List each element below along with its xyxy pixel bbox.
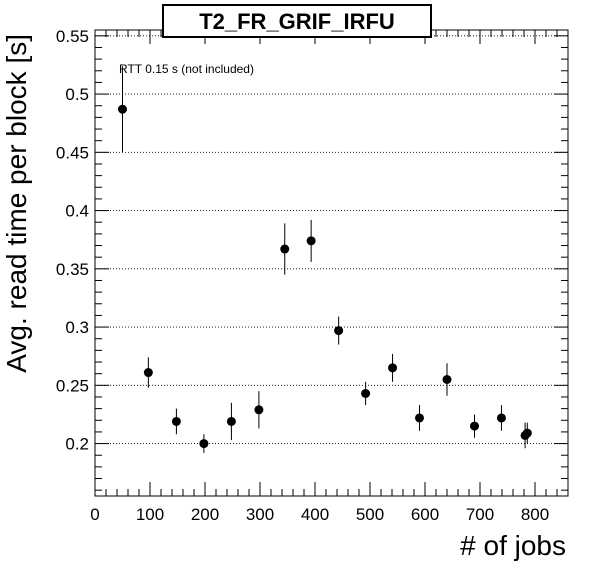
x-tick-label: 500 bbox=[356, 505, 384, 524]
data-point-16 bbox=[522, 422, 532, 444]
y-tick-label: 0.4 bbox=[65, 202, 89, 221]
data-marker bbox=[361, 388, 371, 398]
data-marker bbox=[470, 421, 479, 431]
data-marker bbox=[280, 244, 290, 254]
data-point-0 bbox=[118, 66, 127, 153]
data-point-7 bbox=[306, 219, 316, 262]
data-marker bbox=[171, 416, 181, 426]
data-marker bbox=[522, 428, 532, 438]
data-marker bbox=[226, 416, 236, 426]
chart-title-box: T2_FR_GRIF_IRFU bbox=[162, 4, 432, 38]
data-marker bbox=[334, 326, 344, 336]
x-tick-label: 300 bbox=[246, 505, 274, 524]
y-tick-label: 0.2 bbox=[65, 435, 89, 454]
data-point-10 bbox=[388, 353, 398, 382]
data-point-8 bbox=[334, 316, 344, 345]
data-point-12 bbox=[442, 363, 452, 396]
x-tick-label: 700 bbox=[466, 505, 494, 524]
data-marker bbox=[118, 104, 127, 114]
x-axis-ticks: 0 100 200 300 400 500 600 700 800 bbox=[90, 30, 558, 524]
data-point-9 bbox=[361, 381, 371, 406]
data-point-6 bbox=[280, 223, 290, 275]
x-axis-title: # of jobs bbox=[460, 530, 566, 561]
y-tick-label: 0.5 bbox=[65, 85, 89, 104]
y-axis-ticks: 0.2 0.25 0.3 0.35 0.4 0.45 0.5 0.55 bbox=[56, 27, 568, 491]
y-tick-label: 0.45 bbox=[56, 143, 89, 162]
plot-frame bbox=[94, 29, 569, 497]
x-tick-label: 800 bbox=[521, 505, 549, 524]
chart-title: T2_FR_GRIF_IRFU bbox=[199, 9, 395, 34]
y-tick-label: 0.55 bbox=[56, 27, 89, 46]
data-marker bbox=[442, 375, 452, 384]
data-marker bbox=[415, 413, 424, 423]
data-point-3 bbox=[199, 434, 209, 453]
x-tick-label: 600 bbox=[411, 505, 439, 524]
data-marker bbox=[306, 236, 316, 246]
data-point-14 bbox=[496, 405, 506, 431]
x-tick-label: 0 bbox=[90, 505, 99, 524]
data-point-11 bbox=[415, 405, 424, 431]
data-marker bbox=[388, 363, 398, 373]
data-marker bbox=[143, 368, 153, 378]
data-point-2 bbox=[171, 408, 181, 435]
data-point-5 bbox=[254, 391, 264, 429]
data-marker bbox=[254, 405, 264, 415]
x-tick-label: 200 bbox=[191, 505, 219, 524]
y-tick-label: 0.25 bbox=[56, 376, 89, 395]
data-points bbox=[118, 66, 532, 453]
y-tick-label: 0.35 bbox=[56, 260, 89, 279]
data-marker bbox=[199, 439, 209, 449]
x-tick-label: 400 bbox=[301, 505, 329, 524]
rtt-annotation: RTT 0.15 s (not included) bbox=[119, 62, 254, 76]
data-point-4 bbox=[226, 402, 236, 441]
y-tick-label: 0.3 bbox=[65, 318, 89, 337]
data-marker bbox=[496, 413, 506, 423]
y-axis-title: Avg. read time per block [s] bbox=[1, 34, 32, 373]
x-tick-label: 100 bbox=[136, 505, 164, 524]
grid-lines bbox=[95, 35, 568, 444]
data-point-13 bbox=[470, 414, 479, 438]
data-point-1 bbox=[143, 357, 153, 388]
